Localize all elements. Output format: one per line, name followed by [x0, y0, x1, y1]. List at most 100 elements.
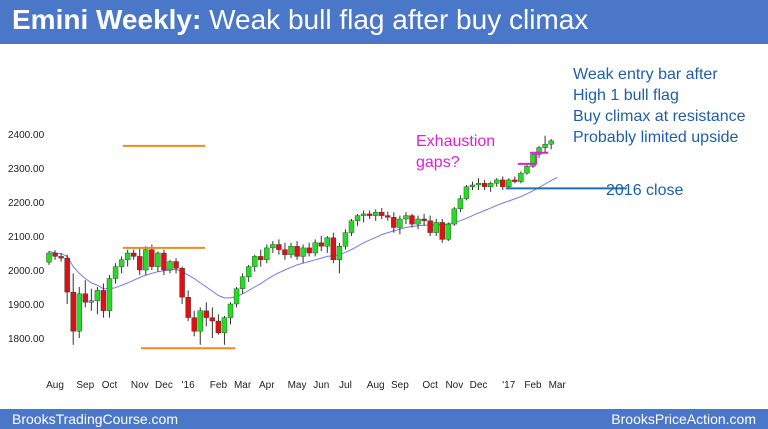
y-tick-label: 2300.00	[8, 164, 45, 175]
candle-body	[445, 223, 451, 240]
x-tick-label: Aug	[46, 380, 64, 391]
candle-body	[427, 220, 433, 233]
x-tick-label: Jun	[313, 380, 329, 391]
x-tick-label: Apr	[259, 380, 275, 391]
candle-body	[179, 268, 185, 298]
x-tick-label: Feb	[210, 380, 228, 391]
candle-body	[324, 237, 330, 247]
y-tick-label: 2100.00	[8, 232, 45, 243]
candle-body	[409, 215, 415, 225]
candle-body	[124, 252, 131, 261]
candle-body	[112, 266, 119, 279]
candle-body	[536, 147, 542, 155]
candle-body	[542, 143, 548, 148]
candle-body	[366, 213, 373, 216]
x-tick-label: Oct	[422, 380, 438, 391]
close-label: 2016 close	[606, 182, 684, 199]
candle-body	[239, 276, 246, 289]
candle-body	[300, 247, 306, 257]
candle-body	[433, 222, 439, 233]
candle-body	[203, 310, 210, 318]
candle-body	[282, 249, 288, 255]
x-tick-label: '17	[502, 380, 515, 391]
candle-body	[354, 215, 361, 221]
footer-left-text[interactable]: BrooksTradingCourse.com	[12, 411, 178, 427]
x-tick-label: '16	[182, 380, 195, 391]
candle-body	[500, 179, 506, 187]
x-tick-label: Sep	[76, 380, 94, 391]
candle-body	[457, 198, 464, 210]
candle-body	[421, 218, 427, 221]
candle-body	[94, 290, 101, 301]
candle-body	[463, 186, 470, 199]
candle-body	[469, 184, 476, 187]
candle-body	[348, 220, 355, 233]
title-rest: Weak bull flag after buy climax	[201, 4, 589, 35]
candle-body	[403, 215, 409, 220]
candle-body	[439, 222, 445, 240]
candle-body	[143, 249, 149, 271]
candle-body	[481, 183, 488, 187]
candle-body	[397, 218, 403, 228]
x-tick-label: Jul	[339, 380, 352, 391]
x-tick-label: May	[288, 380, 307, 391]
candle-body	[360, 213, 367, 216]
candle-body	[276, 244, 282, 250]
candle-body	[258, 256, 264, 260]
candle-body	[379, 211, 385, 216]
candle-body	[391, 217, 397, 228]
candle-body	[270, 244, 276, 249]
candle-body	[76, 293, 82, 332]
exhaustion-gaps-note: Exhaustion gaps?	[416, 131, 495, 173]
candle-body	[173, 261, 179, 269]
candle-body	[318, 242, 324, 247]
x-tick-label: Dec	[155, 380, 173, 391]
title-bar	[0, 0, 768, 44]
candle-body	[46, 252, 52, 263]
candle-body	[373, 211, 379, 216]
x-tick-label: Sep	[391, 380, 409, 391]
candle-body	[130, 252, 137, 257]
y-tick-label: 2400.00	[8, 130, 45, 141]
x-tick-label: Oct	[102, 380, 118, 391]
candle-body	[52, 252, 58, 257]
candle-body	[209, 317, 216, 322]
note-line: High 1 bull flag	[573, 87, 679, 104]
candle-body	[167, 261, 173, 271]
candle-body	[475, 183, 482, 186]
candle-body	[524, 166, 530, 174]
title-bold: Emini Weekly:	[12, 4, 202, 35]
candle-body	[215, 320, 222, 334]
candle-body	[88, 300, 95, 303]
candle-body	[82, 293, 89, 303]
candle-body	[70, 291, 76, 332]
candle-body	[118, 259, 125, 267]
x-tick-label: Feb	[524, 380, 542, 391]
candle-body	[185, 296, 191, 318]
note-line: Exhaustion	[416, 133, 496, 150]
candle-body	[64, 257, 70, 293]
candle-body	[264, 247, 270, 260]
candle-body	[330, 237, 337, 260]
footer-bar	[0, 409, 768, 429]
candle-body	[191, 317, 197, 332]
candle-body	[342, 232, 349, 247]
candle-body	[336, 245, 343, 260]
footer-right-text[interactable]: BrooksPriceAction.com	[611, 411, 756, 427]
x-tick-label: Aug	[367, 380, 385, 391]
candle-body	[306, 247, 312, 254]
candle-body	[506, 179, 512, 187]
candle-body	[294, 245, 300, 257]
candle-body	[487, 183, 494, 187]
candle-body	[245, 266, 252, 278]
candle-body	[518, 172, 524, 182]
note-line: Buy climax at resistance	[573, 108, 746, 125]
x-tick-label: Mar	[549, 380, 567, 391]
y-tick-label: 2200.00	[8, 198, 45, 209]
note-line: gaps?	[416, 154, 460, 171]
page-title: Emini Weekly: Weak bull flag after buy c…	[12, 4, 588, 36]
candle-body	[251, 256, 258, 267]
candle-body	[221, 317, 228, 334]
candle-body	[233, 288, 240, 305]
candle-body	[197, 310, 203, 332]
